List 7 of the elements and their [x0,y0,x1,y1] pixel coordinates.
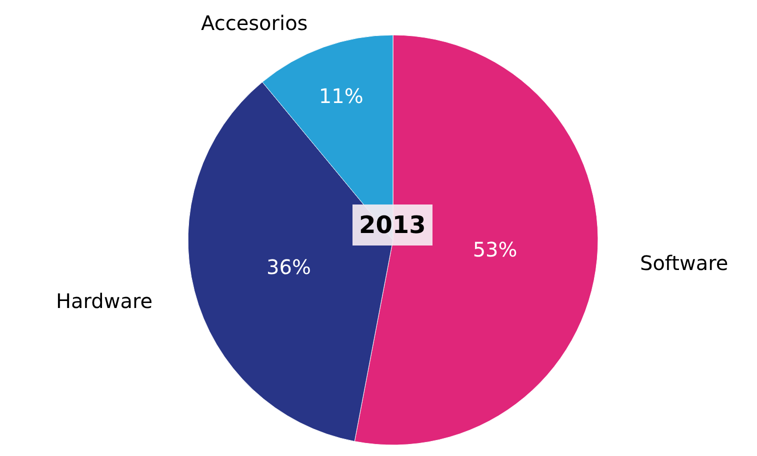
data-label: 11% [318,84,364,108]
text: 2013 [359,211,426,239]
slice-label: Hardware [56,289,153,313]
slice-label: Accesorios [201,11,308,35]
data-label: 53% [472,238,518,262]
data-label: 36% [266,254,311,279]
slice-label: Software [640,251,728,275]
